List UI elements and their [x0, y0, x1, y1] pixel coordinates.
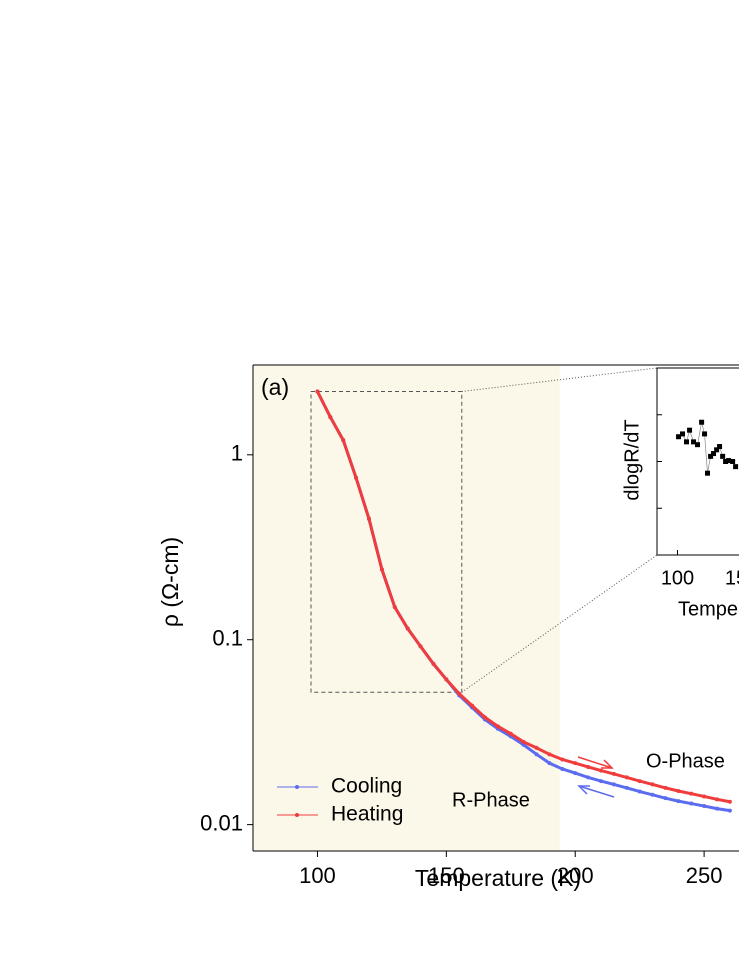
data-point — [508, 731, 513, 736]
inset-point — [717, 444, 723, 450]
inset-y-axis-title: dlogR/dT — [621, 419, 643, 500]
data-point — [354, 475, 359, 480]
inset-point — [720, 453, 726, 459]
data-point — [586, 775, 591, 780]
data-point — [702, 794, 707, 799]
inset-point — [683, 439, 689, 445]
x-axis-title: Temperature (K) — [415, 865, 581, 891]
data-point — [315, 389, 320, 394]
data-point — [560, 766, 565, 771]
legend-marker — [295, 785, 299, 789]
data-point — [341, 438, 346, 443]
data-point — [444, 677, 449, 682]
data-point — [560, 757, 565, 762]
inset-point — [733, 464, 739, 470]
data-point — [328, 415, 333, 420]
data-point — [637, 779, 642, 784]
panel-label: (a) — [261, 374, 289, 400]
x-tick-label: 200 — [557, 863, 594, 888]
data-point — [547, 752, 552, 757]
arrow-head — [601, 759, 614, 769]
data-point — [676, 788, 681, 793]
legend-label: Cooling — [331, 775, 402, 798]
data-point — [624, 785, 629, 790]
data-point — [534, 752, 539, 757]
x-tick-label: 150 — [428, 863, 465, 888]
data-point — [418, 644, 423, 649]
inset-point — [730, 459, 736, 464]
x-tick-label: 100 — [299, 863, 336, 888]
data-point — [521, 739, 526, 744]
inset-point — [705, 470, 711, 476]
data-point — [637, 789, 642, 794]
data-point — [624, 775, 629, 780]
y-tick-label: 0.01 — [200, 810, 243, 835]
y-tick-label: 1 — [231, 441, 243, 466]
data-point — [715, 797, 719, 802]
inset-point — [680, 431, 686, 437]
inset-point — [687, 427, 693, 433]
data-point — [599, 768, 603, 773]
data-point — [650, 792, 655, 797]
data-point — [689, 801, 694, 806]
y-tick-label: 0.1 — [212, 626, 243, 651]
data-point — [676, 799, 681, 804]
legend-marker — [295, 813, 299, 817]
data-point — [689, 791, 694, 796]
data-point — [663, 796, 668, 801]
inset-point — [723, 459, 729, 464]
inset-point — [711, 451, 717, 457]
arrow — [578, 785, 615, 798]
data-point — [483, 715, 487, 720]
inset-x-axis-title: Temperature (K) — [678, 598, 739, 620]
data-point — [457, 691, 462, 696]
data-point — [405, 626, 410, 631]
data-point — [379, 567, 384, 572]
zoom-box — [310, 390, 463, 693]
inset-point — [676, 434, 682, 440]
data-point — [599, 779, 603, 784]
data-point — [573, 771, 578, 776]
data-point — [611, 782, 616, 787]
r-phase-region — [253, 365, 560, 851]
connector — [461, 554, 658, 693]
data-point — [663, 785, 668, 790]
inset-x-tick-label: 100 — [661, 567, 694, 589]
inset-point — [726, 458, 732, 464]
data-point — [573, 761, 578, 766]
data-point — [392, 605, 397, 610]
legend-label: Heating — [331, 803, 403, 826]
inset-point — [691, 439, 697, 445]
inset-point — [714, 447, 720, 453]
y-axis-title: ρ (Ω-cm) — [157, 537, 183, 627]
inset-point — [695, 442, 701, 448]
arrow — [577, 756, 613, 769]
inset-point — [702, 431, 708, 437]
inset-x-tick-label: 150 — [725, 567, 739, 589]
x-tick-label: 250 — [686, 863, 723, 888]
data-point — [715, 806, 719, 811]
data-point — [586, 764, 591, 769]
annotation: O-Phase — [646, 750, 725, 772]
data-point — [367, 516, 371, 521]
data-point — [547, 761, 552, 766]
data-point — [727, 799, 732, 804]
inset-point — [708, 453, 714, 459]
arrow-head — [577, 785, 590, 795]
data-point — [470, 703, 475, 708]
data-point — [495, 724, 500, 729]
data-point — [650, 782, 655, 787]
data-point — [431, 661, 436, 666]
inset-point — [699, 419, 705, 425]
data-point — [611, 771, 616, 776]
data-point — [727, 808, 732, 813]
data-point — [534, 745, 539, 750]
annotation: R-Phase — [452, 789, 530, 811]
data-point — [702, 804, 707, 809]
